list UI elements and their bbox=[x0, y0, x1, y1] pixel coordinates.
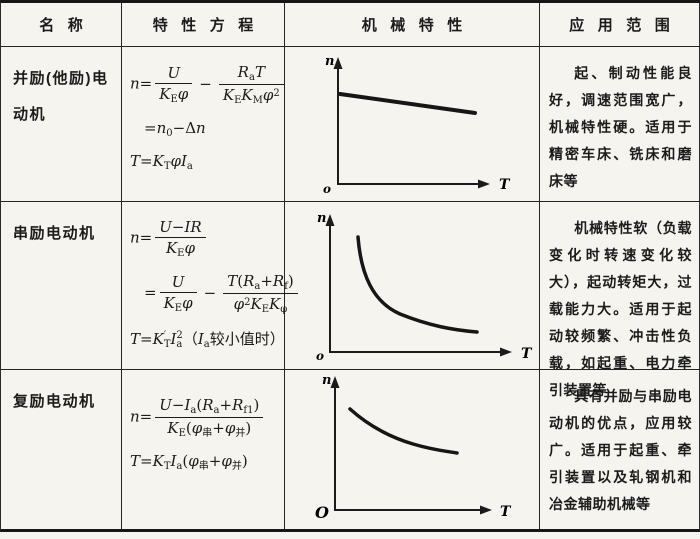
row-compound-motor-application: 具有并励与串励电动机的优点，应用较广。适用于起重、牵引装置以及轧钢机和冶金辅助机… bbox=[549, 388, 692, 513]
row-compound-motor-formula: n= U−Ia(Ra+Rf1) KE(φ串+φ并) T=KTIa(φ串+φ并) bbox=[122, 370, 285, 529]
y-axis-label: n bbox=[322, 373, 331, 388]
characteristic-curve bbox=[338, 92, 477, 115]
x-axis-label: T bbox=[521, 346, 533, 362]
shunt-motor-characteristic-plot: n T o bbox=[323, 54, 511, 196]
row-shunt-motor-application: 起、制动性能良好，调速范围宽广，机械特性硬。适用于精密车床、铣床和磨床等 bbox=[540, 47, 699, 202]
y-axis-label: n bbox=[317, 211, 326, 226]
y-axis-arrow-icon bbox=[330, 376, 340, 388]
row-shunt-motor-plot-cell: n T o bbox=[285, 47, 540, 202]
x-axis-arrow-icon bbox=[480, 505, 492, 515]
characteristic-curve bbox=[356, 235, 479, 334]
y-axis-label: n bbox=[325, 54, 334, 69]
y-axis-arrow-icon bbox=[333, 57, 343, 69]
compound-motor-characteristic-plot: n T O bbox=[315, 373, 512, 522]
row-series-motor-name: 串励电动机 bbox=[1, 202, 122, 370]
header-name: 名称 bbox=[1, 3, 122, 47]
x-axis-arrow-icon bbox=[478, 179, 490, 189]
row-compound-motor-name: 复励电动机 bbox=[1, 370, 122, 529]
origin-label: o bbox=[316, 349, 324, 363]
row-shunt-motor-name: 并励(他励)电动机 bbox=[1, 47, 122, 202]
x-axis-label: T bbox=[499, 177, 511, 193]
row-series-motor-application: 机械特性软（负载变化时转速变化较大），起动转矩大，过载能力大。适用于起动较频繁、… bbox=[540, 202, 699, 398]
header-application-range: 应用范围 bbox=[540, 3, 699, 47]
header-mechanical-characteristic: 机械特性 bbox=[285, 3, 540, 47]
y-axis-arrow-icon bbox=[325, 214, 335, 226]
series-motor-characteristic-plot: n T o bbox=[316, 211, 533, 363]
characteristic-curve bbox=[348, 407, 459, 455]
row-series-motor-plot-cell: n T o bbox=[285, 202, 540, 370]
origin-label: O bbox=[315, 503, 329, 522]
x-axis-arrow-icon bbox=[500, 347, 512, 357]
row-series-motor-formula: n= U−IR KEφ = U KEφ − T(Ra+Rf) φ2KEKφ T=K ′ T I 2 a （Ia… bbox=[122, 202, 298, 370]
origin-label: o bbox=[323, 182, 331, 196]
header-characteristic-equation: 特性方程 bbox=[122, 3, 285, 47]
x-axis-label: T bbox=[500, 504, 512, 520]
row-shunt-motor-formula: n= U KEφ − RaT KEKMφ2 =n0−Δn T=KTφIa bbox=[122, 47, 285, 202]
row-compound-motor-plot-cell: n T O bbox=[285, 370, 540, 529]
